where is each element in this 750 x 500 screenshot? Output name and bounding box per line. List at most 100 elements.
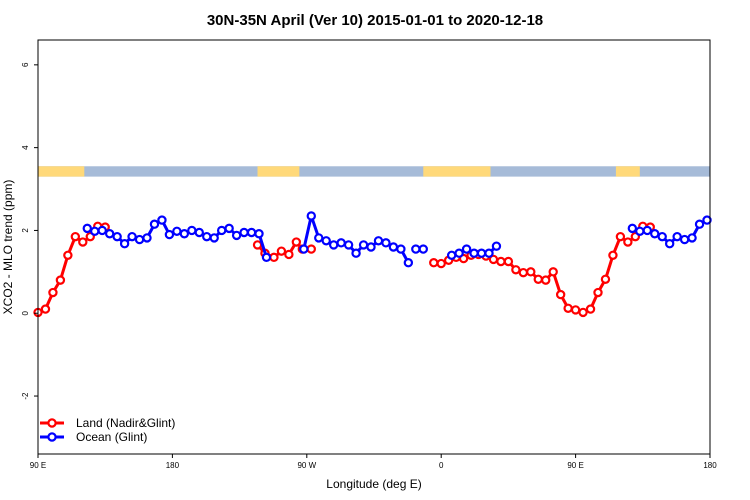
land-mask-segment: [423, 166, 491, 177]
land-ocean-mask: [38, 166, 710, 177]
data-point: [299, 244, 309, 254]
data-point: [231, 230, 242, 241]
data-point: [664, 238, 675, 249]
data-point: [555, 289, 566, 300]
data-point: [418, 244, 428, 254]
x-tick-label: 90 E: [30, 461, 46, 470]
x-tick-label: 180: [166, 461, 180, 470]
data-point: [351, 248, 361, 258]
data-point: [119, 238, 130, 249]
legend-ocean-marker: [47, 432, 57, 442]
data-point: [63, 250, 73, 260]
y-tick-label: 4: [21, 145, 30, 150]
data-point: [306, 244, 316, 254]
data-point: [202, 231, 212, 242]
data-point: [702, 215, 712, 225]
legend-land-label: Land (Nadir&Glint): [76, 416, 175, 430]
data-point: [476, 248, 487, 258]
land-mask-segment: [257, 166, 300, 177]
data-point: [164, 229, 175, 240]
data-point: [373, 236, 384, 246]
x-axis-label: Longitude (deg E): [326, 477, 421, 491]
data-point: [254, 229, 264, 239]
data-point: [461, 244, 472, 254]
data-point: [388, 242, 399, 252]
data-point: [224, 223, 234, 234]
data-point: [149, 219, 160, 229]
data-point: [358, 240, 369, 250]
data-point: [484, 248, 494, 258]
y-axis: -2 0 2 4 6: [21, 62, 38, 400]
legend: Land (Nadir&Glint) Ocean (Glint): [40, 416, 175, 444]
chart-title: 30N-35N April (Ver 10) 2015-01-01 to 202…: [207, 12, 543, 29]
data-point: [306, 211, 316, 221]
series-land: [33, 221, 655, 318]
data-point: [436, 258, 446, 269]
data-point: [314, 233, 324, 243]
data-point: [642, 225, 652, 236]
data-point: [600, 274, 611, 284]
data-point: [90, 226, 100, 236]
data-point: [491, 241, 502, 251]
data-point: [104, 229, 115, 239]
data-point: [284, 249, 294, 260]
y-tick-label: 6: [21, 62, 30, 67]
data-point: [172, 226, 182, 236]
data-point: [78, 237, 88, 247]
x-tick-label: 90 E: [567, 461, 583, 470]
data-point: [608, 250, 618, 260]
ocean-mask-strip: [38, 166, 710, 177]
legend-ocean-label: Ocean (Glint): [76, 430, 147, 444]
data-point: [252, 240, 263, 250]
data-point: [55, 275, 66, 285]
x-tick-label: 180: [703, 461, 717, 470]
data-point: [627, 223, 638, 234]
data-point: [518, 267, 529, 278]
data-point: [194, 227, 204, 238]
y-tick-label: -2: [21, 392, 30, 400]
data-point: [343, 240, 354, 250]
land-mask-segment: [38, 166, 85, 177]
x-tick-label: 0: [439, 461, 444, 470]
data-point: [366, 242, 376, 252]
series-ocean: [82, 211, 712, 268]
data-point: [403, 258, 414, 268]
data-point: [70, 231, 81, 242]
data-point: [570, 305, 581, 315]
data-point: [82, 223, 92, 234]
data-point: [40, 304, 51, 314]
data-point: [239, 227, 249, 238]
series-layer: [33, 211, 712, 318]
data-point: [548, 267, 558, 277]
data-point: [381, 238, 391, 248]
data-point: [328, 240, 339, 250]
data-point: [396, 244, 406, 254]
data-point: [687, 233, 697, 243]
data-point: [216, 225, 227, 236]
data-point: [541, 275, 551, 285]
data-point: [134, 234, 145, 245]
data-point: [187, 225, 197, 236]
legend-land-marker: [47, 418, 57, 428]
data-point: [179, 229, 190, 239]
data-point: [97, 225, 107, 236]
data-point: [511, 265, 521, 275]
data-point: [635, 226, 645, 236]
data-point: [533, 274, 543, 284]
data-point: [411, 244, 421, 254]
y-tick-label: 0: [21, 310, 30, 315]
data-point: [291, 237, 302, 247]
data-point: [246, 227, 257, 238]
data-point: [615, 231, 626, 242]
data-point: [496, 256, 506, 267]
data-point: [336, 238, 346, 248]
data-point: [503, 256, 514, 267]
x-tick-label: 90 W: [297, 461, 316, 470]
data-point: [657, 231, 667, 242]
y-tick-label: 2: [21, 228, 30, 233]
data-point: [578, 307, 588, 318]
data-point: [526, 267, 536, 277]
data-point: [593, 287, 603, 298]
land-mask-segment: [615, 166, 640, 177]
data-point: [48, 287, 58, 298]
